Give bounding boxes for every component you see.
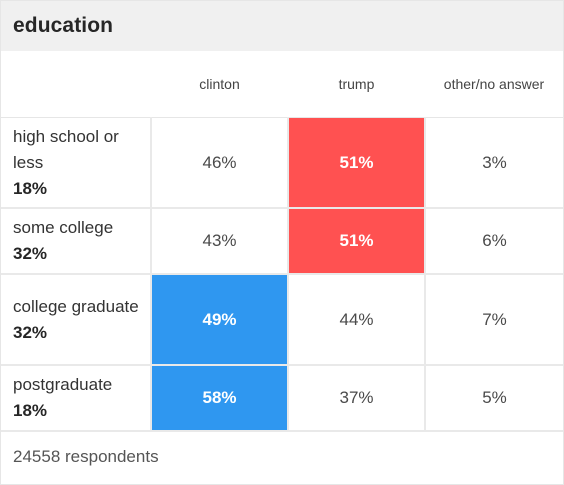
row-label-text: postgraduate xyxy=(13,375,113,394)
row-label-text: high school or less xyxy=(13,126,119,172)
row-label: college graduate 32% xyxy=(1,274,151,366)
table-row: some college 32% 43% 51% 6% xyxy=(1,208,563,275)
respondents-count: 24558 respondents xyxy=(13,447,159,466)
cell-other: 6% xyxy=(424,208,563,275)
cell-clinton: 49% xyxy=(150,274,288,366)
results-table: clinton trump other/no answer high schoo… xyxy=(1,51,563,432)
cell-trump: 51% xyxy=(287,208,425,275)
card-header: education xyxy=(1,1,563,51)
table-row: postgraduate 18% 58% 37% 5% xyxy=(1,365,563,432)
cell-trump: 37% xyxy=(287,365,425,432)
cell-clinton: 46% xyxy=(150,117,288,209)
cell-trump: 51% xyxy=(287,117,425,209)
row-label-text: some college xyxy=(13,218,114,237)
cell-clinton: 58% xyxy=(150,365,288,432)
cell-other: 3% xyxy=(424,117,563,209)
column-header-other: other/no answer xyxy=(425,51,563,118)
cell-other: 5% xyxy=(424,365,563,432)
card-title: education xyxy=(13,14,114,37)
cell-trump: 44% xyxy=(287,274,425,366)
column-header-row: clinton trump other/no answer xyxy=(1,51,563,118)
cell-other: 7% xyxy=(424,274,563,366)
row-share: 32% xyxy=(13,322,48,342)
column-header-blank xyxy=(1,51,151,118)
row-share: 32% xyxy=(13,244,48,263)
cell-clinton: 43% xyxy=(150,208,288,275)
row-share: 18% xyxy=(13,401,48,420)
row-label-text: college graduate xyxy=(13,296,139,316)
column-header-trump: trump xyxy=(288,51,425,118)
table-row: high school or less 18% 46% 51% 3% xyxy=(1,117,563,209)
row-label: postgraduate 18% xyxy=(1,365,151,432)
row-label: high school or less 18% xyxy=(1,117,151,209)
column-header-clinton: clinton xyxy=(151,51,288,118)
row-share: 18% xyxy=(13,178,48,198)
row-label: some college 32% xyxy=(1,208,151,275)
table-row: college graduate 32% 49% 44% 7% xyxy=(1,274,563,366)
